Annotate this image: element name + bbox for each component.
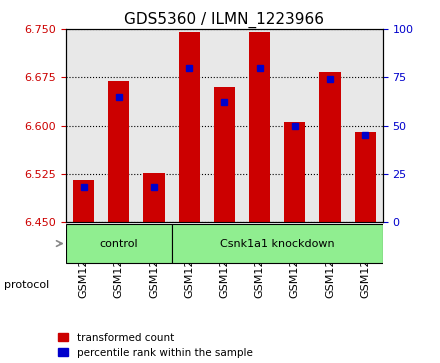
Bar: [101, 29, 136, 222]
Bar: [143, 172, 165, 222]
Bar: [312, 29, 348, 222]
Bar: [319, 72, 341, 222]
Bar: [179, 32, 200, 222]
Legend: transformed count, percentile rank within the sample: transformed count, percentile rank withi…: [58, 333, 253, 358]
Bar: [207, 29, 242, 222]
Text: control: control: [99, 238, 138, 249]
Bar: [355, 132, 376, 222]
Bar: [172, 29, 207, 222]
Bar: [348, 29, 383, 222]
Bar: [73, 180, 94, 222]
Bar: [249, 32, 270, 222]
Bar: [242, 29, 277, 222]
Bar: [172, 224, 383, 263]
Bar: [66, 224, 172, 263]
Title: GDS5360 / ILMN_1223966: GDS5360 / ILMN_1223966: [125, 12, 324, 28]
Bar: [277, 29, 312, 222]
Text: Csnk1a1 knockdown: Csnk1a1 knockdown: [220, 238, 334, 249]
Bar: [214, 87, 235, 222]
Bar: [284, 122, 305, 222]
Bar: [136, 29, 172, 222]
Text: protocol: protocol: [4, 280, 50, 290]
Bar: [66, 29, 101, 222]
Bar: [108, 81, 129, 222]
